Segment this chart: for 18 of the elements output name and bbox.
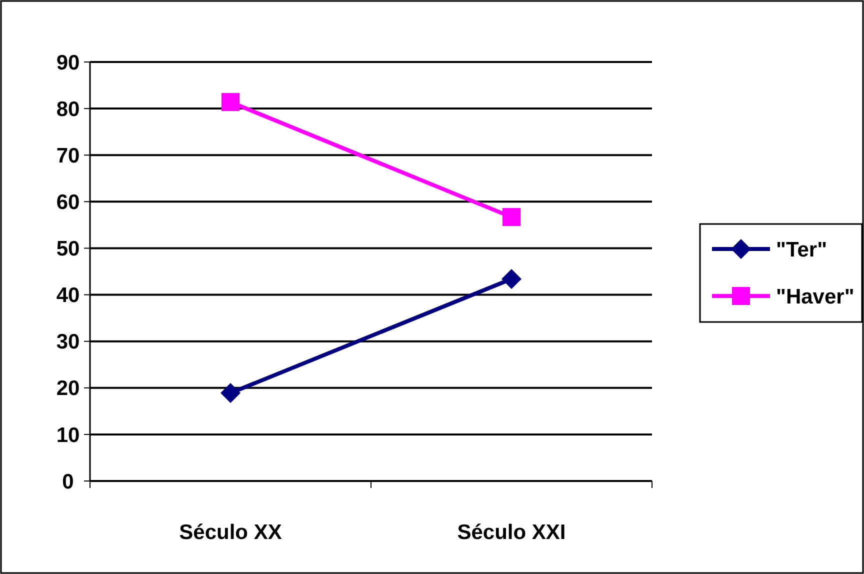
point	[502, 208, 520, 226]
y-tick-label: 80	[56, 98, 80, 121]
point	[222, 93, 240, 112]
x-tick-label: Século XXI	[457, 521, 566, 544]
y-tick-label: 30	[56, 330, 80, 354]
point	[502, 268, 522, 289]
y-tick-label: 20	[56, 377, 80, 400]
y-tick-label: 60	[56, 191, 80, 214]
y-tick-label: 90	[56, 51, 80, 74]
point	[220, 383, 240, 404]
y-tick-label: 40	[56, 284, 80, 308]
legend-label: "Haver"	[776, 285, 854, 308]
y-tick-label: 10	[56, 424, 80, 447]
y-tick-label: 0	[62, 470, 74, 494]
y-tick-label: 50	[56, 238, 80, 261]
legend-label: "Ter"	[776, 238, 828, 262]
y-tick-label: 70	[56, 144, 80, 168]
x-tick-label: Século XX	[179, 521, 282, 544]
